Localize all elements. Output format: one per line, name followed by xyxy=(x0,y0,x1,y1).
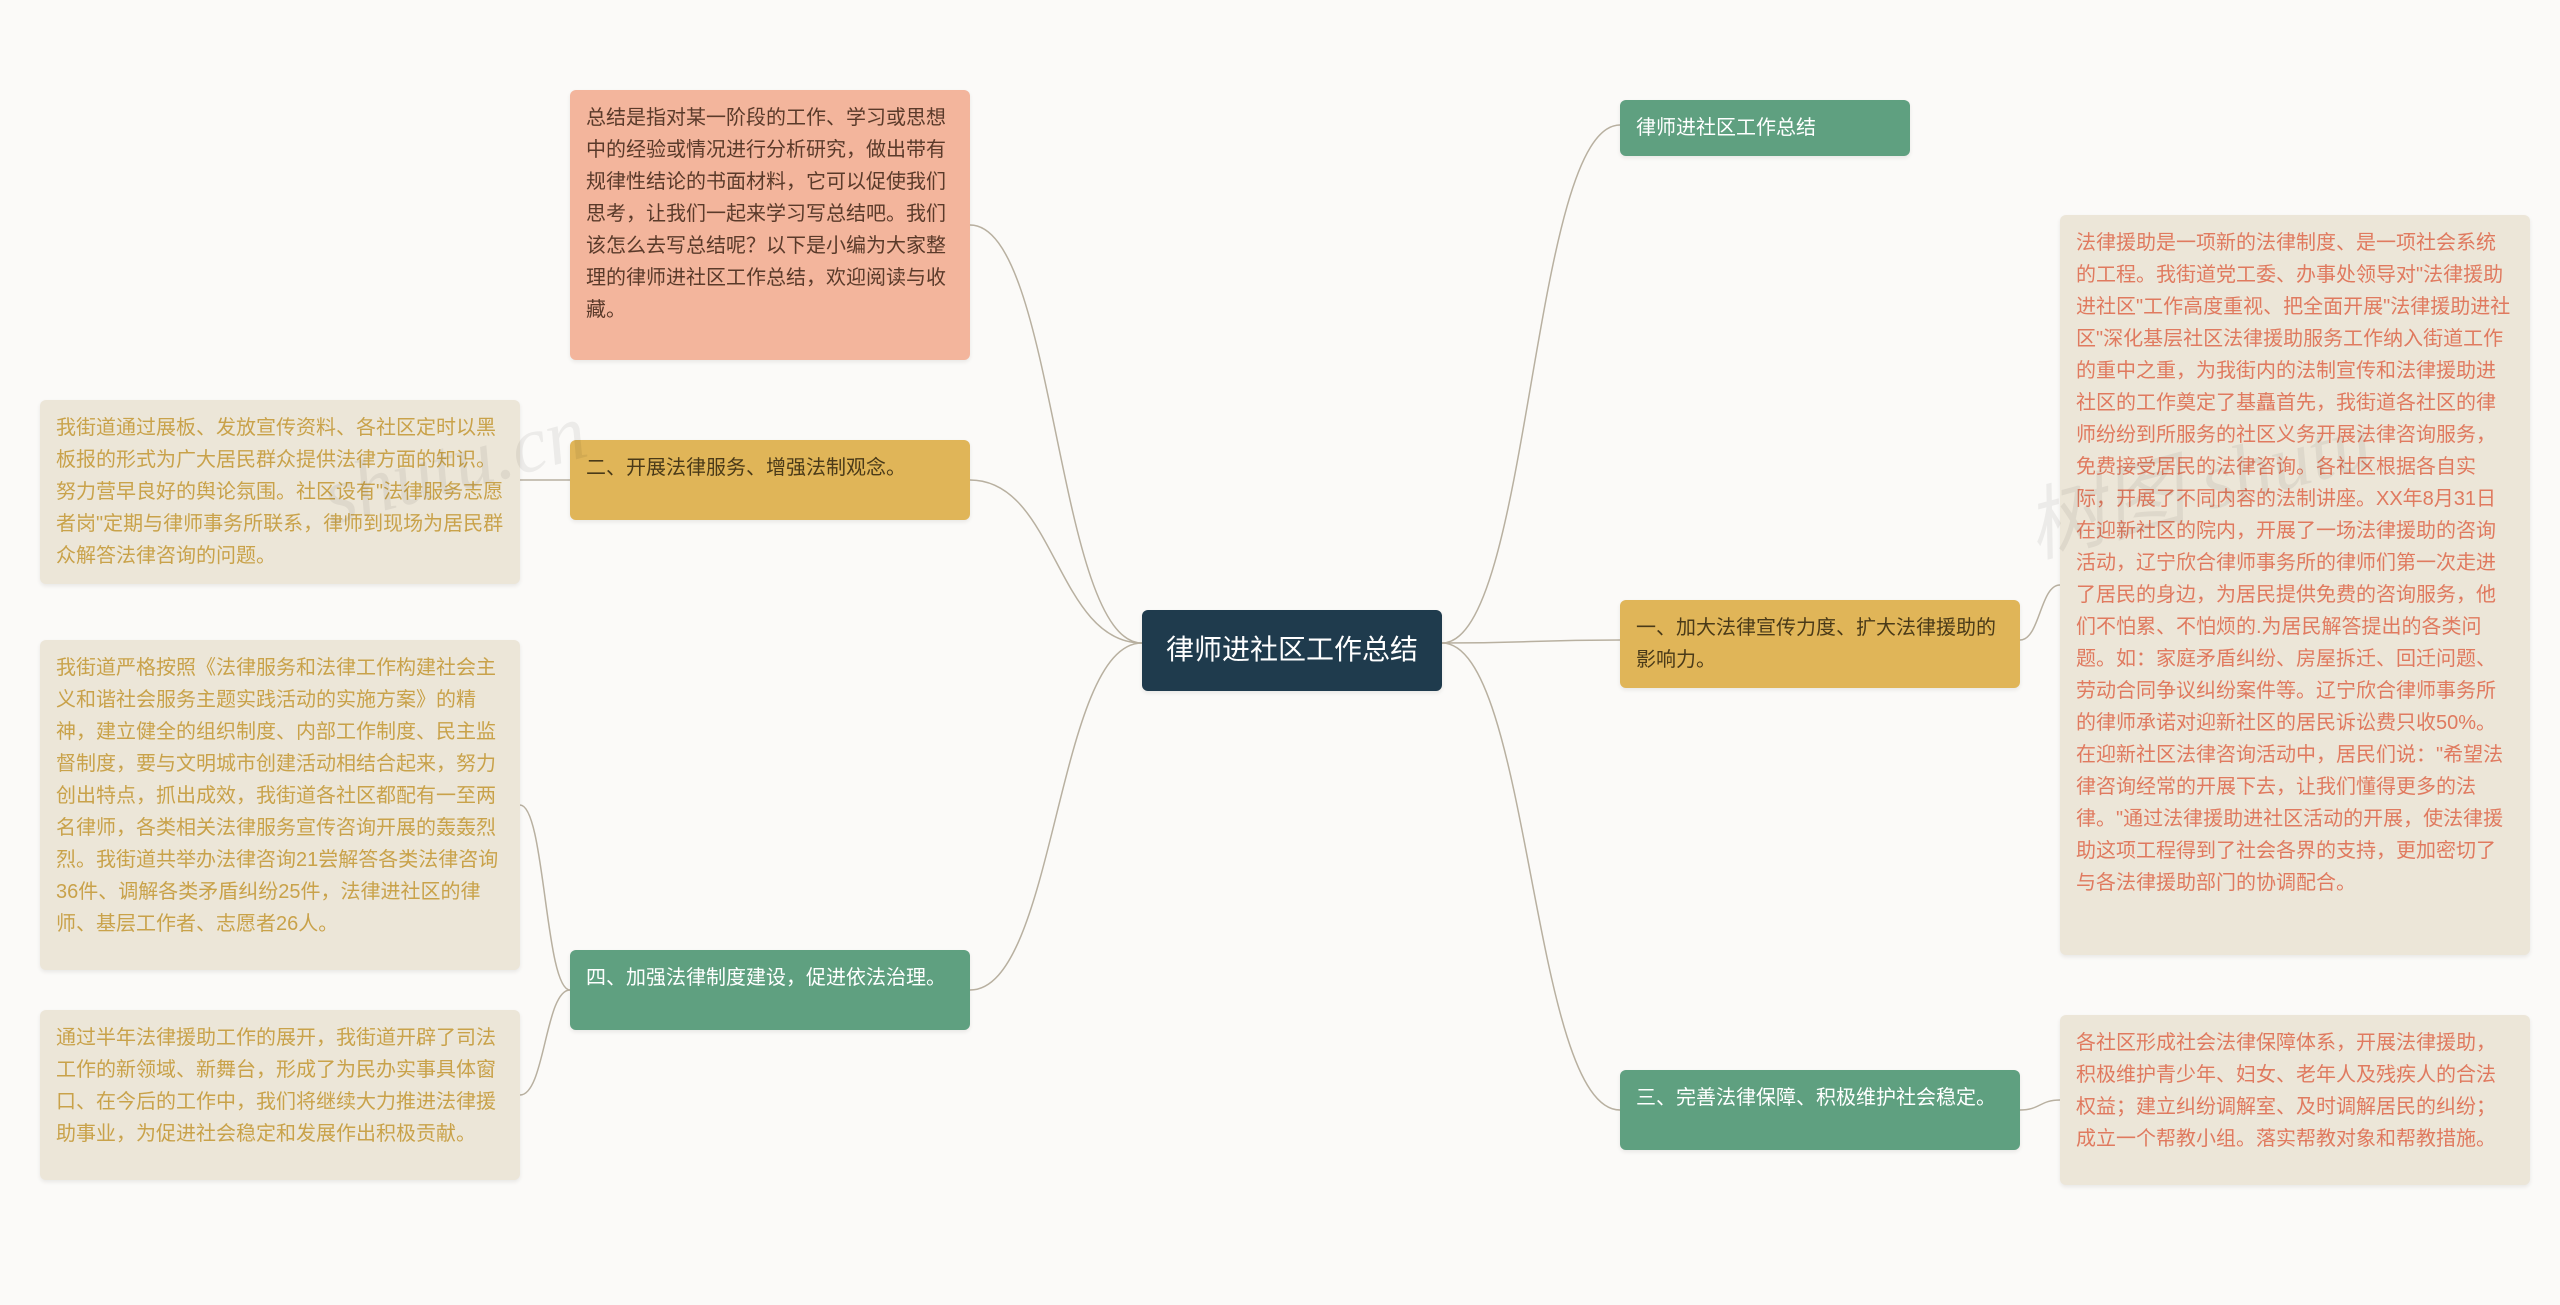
node-l3a: 我街道严格按照《法律服务和法律工作构建社会主义和谐社会服务主题实践活动的实施方案… xyxy=(40,640,520,970)
node-l2: 二、开展法律服务、增强法制观念。 xyxy=(570,440,970,520)
node-r2: 一、加大法律宣传力度、扩大法律援助的影响力。 xyxy=(1620,600,2020,688)
node-l2a: 我街道通过展板、发放宣传资料、各社区定时以黑板报的形式为广大居民群众提供法律方面… xyxy=(40,400,520,584)
node-r3a: 各社区形成社会法律保障体系，开展法律援助，积极维护青少年、妇女、老年人及残疾人的… xyxy=(2060,1015,2530,1185)
node-r2a: 法律援助是一项新的法律制度、是一项社会系统的工程。我街道党工委、办事处领导对"法… xyxy=(2060,215,2530,955)
node-l3: 四、加强法律制度建设，促进依法治理。 xyxy=(570,950,970,1030)
node-r1: 律师进社区工作总结 xyxy=(1620,100,1910,156)
node-l1: 总结是指对某一阶段的工作、学习或思想中的经验或情况进行分析研究，做出带有规律性结… xyxy=(570,90,970,360)
node-r3: 三、完善法律保障、积极维护社会稳定。 xyxy=(1620,1070,2020,1150)
node-center: 律师进社区工作总结 xyxy=(1142,610,1442,691)
node-l3b: 通过半年法律援助工作的展开，我街道开辟了司法工作的新领域、新舞台，形成了为民办实… xyxy=(40,1010,520,1180)
